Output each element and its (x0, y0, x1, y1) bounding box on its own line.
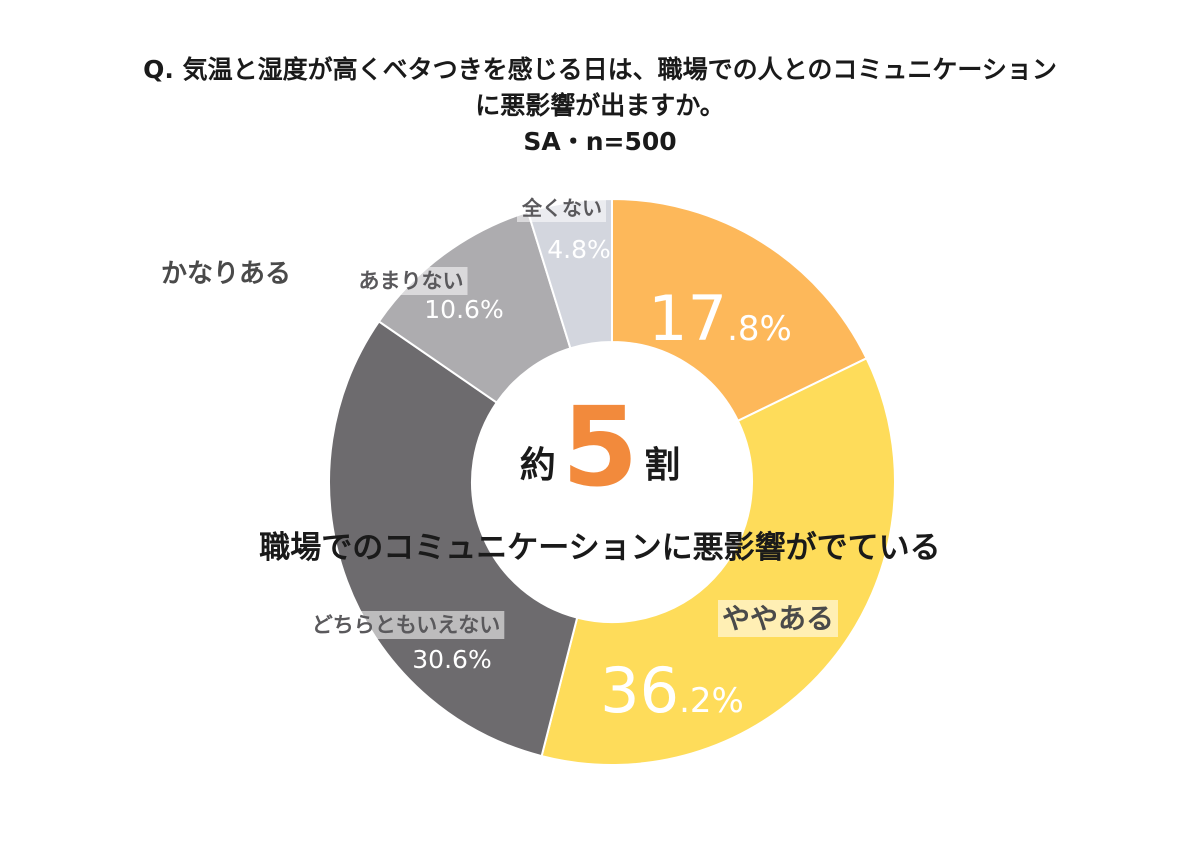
chart-title: Q. 気温と湿度が高くベタつきを感じる日は、職場での人とのコミュニケーション に… (0, 52, 1200, 160)
category-label-bg-3 (307, 611, 505, 639)
category-label-2: ややある (722, 602, 834, 635)
category-label-4: あまりない (359, 269, 464, 293)
title-line-1: Q. 気温と湿度が高くベタつきを感じる日は、職場での人とのコミュニケーション (143, 55, 1057, 84)
category-label-bg-4 (354, 267, 468, 295)
slice-2 (540, 356, 896, 766)
value-label-3: 30.6% (412, 645, 491, 674)
category-label-bg-2 (717, 600, 839, 637)
title-line-3: SA・n=500 (523, 127, 677, 156)
value-label-4: 10.6% (424, 295, 503, 324)
center-subtitle: 職場でのコミュニケーションに悪影響がでている (259, 530, 941, 566)
value-label-5: 4.8% (547, 235, 611, 264)
center-prefix: 約 (519, 445, 556, 486)
center-number: 5 (561, 383, 639, 511)
category-label-3: どちらともいえない (312, 613, 501, 637)
center-suffix: 割 (644, 445, 681, 486)
slice-1 (611, 197, 868, 423)
slice-3 (328, 320, 579, 758)
category-label-bg-5 (517, 194, 606, 222)
title-line-2: に悪影響が出ますか。 (475, 91, 725, 120)
category-label-bg-1 (156, 257, 296, 291)
value-label-2: 36.2% (600, 654, 744, 727)
center-summary: 約5 割 (0, 392, 1200, 521)
category-label-5: 全くない (521, 196, 602, 220)
value-label-1: 17.8% (648, 282, 792, 355)
category-label-1: かなりある (161, 259, 291, 289)
